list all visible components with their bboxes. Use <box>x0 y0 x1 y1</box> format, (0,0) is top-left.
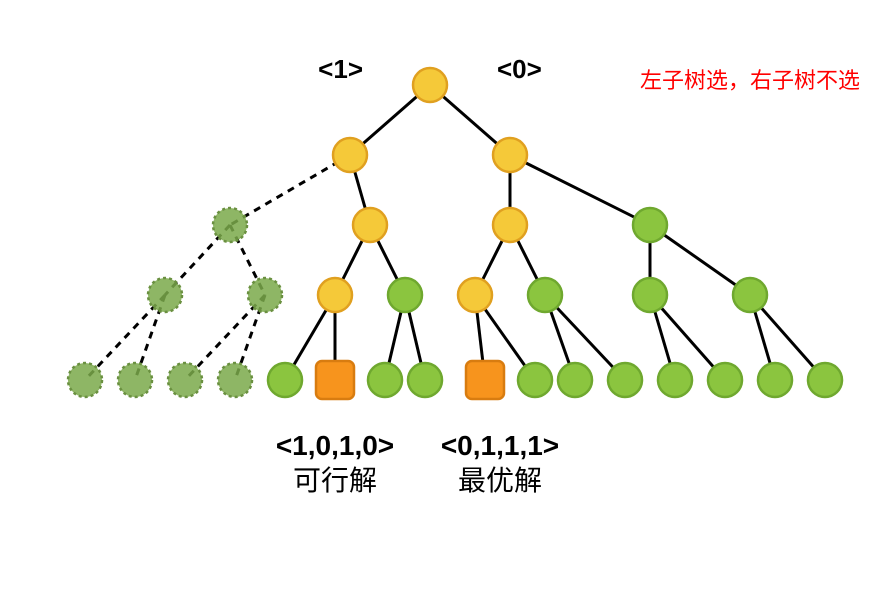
nodes-layer <box>68 68 842 399</box>
tree-node <box>408 363 442 397</box>
decision-tree-diagram: <1> <0> 左子树选，右子树不选 <1,0,1,0> 可行解 <0,1,1,1> 最优解 <box>0 0 891 599</box>
tree-node <box>733 278 767 312</box>
tree-node <box>318 278 352 312</box>
tree-node <box>493 138 527 172</box>
tree-node <box>268 363 302 397</box>
tree-edge <box>230 155 350 225</box>
root-left-label: <1> <box>318 54 363 84</box>
tree-edge <box>510 155 650 225</box>
legend-note: 左子树选，右子树不选 <box>640 68 860 93</box>
tree-node <box>316 361 354 399</box>
tree-node <box>708 363 742 397</box>
tree-edge <box>650 225 750 295</box>
tree-node <box>68 363 102 397</box>
tree-node <box>168 363 202 397</box>
tree-node <box>518 363 552 397</box>
tree-node <box>758 363 792 397</box>
edges-layer <box>85 85 825 380</box>
tree-node <box>493 208 527 242</box>
optimal-vector: <0,1,1,1> <box>441 430 559 461</box>
root-right-label: <0> <box>497 54 542 84</box>
tree-node <box>333 138 367 172</box>
tree-node <box>213 208 247 242</box>
tree-node <box>466 361 504 399</box>
tree-node <box>633 208 667 242</box>
tree-node <box>118 363 152 397</box>
tree-node <box>558 363 592 397</box>
tree-node <box>218 363 252 397</box>
tree-node <box>458 278 492 312</box>
tree-node <box>608 363 642 397</box>
tree-node <box>368 363 402 397</box>
feasible-vector: <1,0,1,0> <box>276 430 394 461</box>
tree-node <box>388 278 422 312</box>
optimal-caption: 最优解 <box>458 465 542 496</box>
tree-node <box>528 278 562 312</box>
tree-node <box>413 68 447 102</box>
tree-node <box>248 278 282 312</box>
tree-node <box>148 278 182 312</box>
tree-node <box>658 363 692 397</box>
tree-node <box>353 208 387 242</box>
tree-node <box>633 278 667 312</box>
tree-node <box>808 363 842 397</box>
feasible-caption: 可行解 <box>293 465 377 496</box>
